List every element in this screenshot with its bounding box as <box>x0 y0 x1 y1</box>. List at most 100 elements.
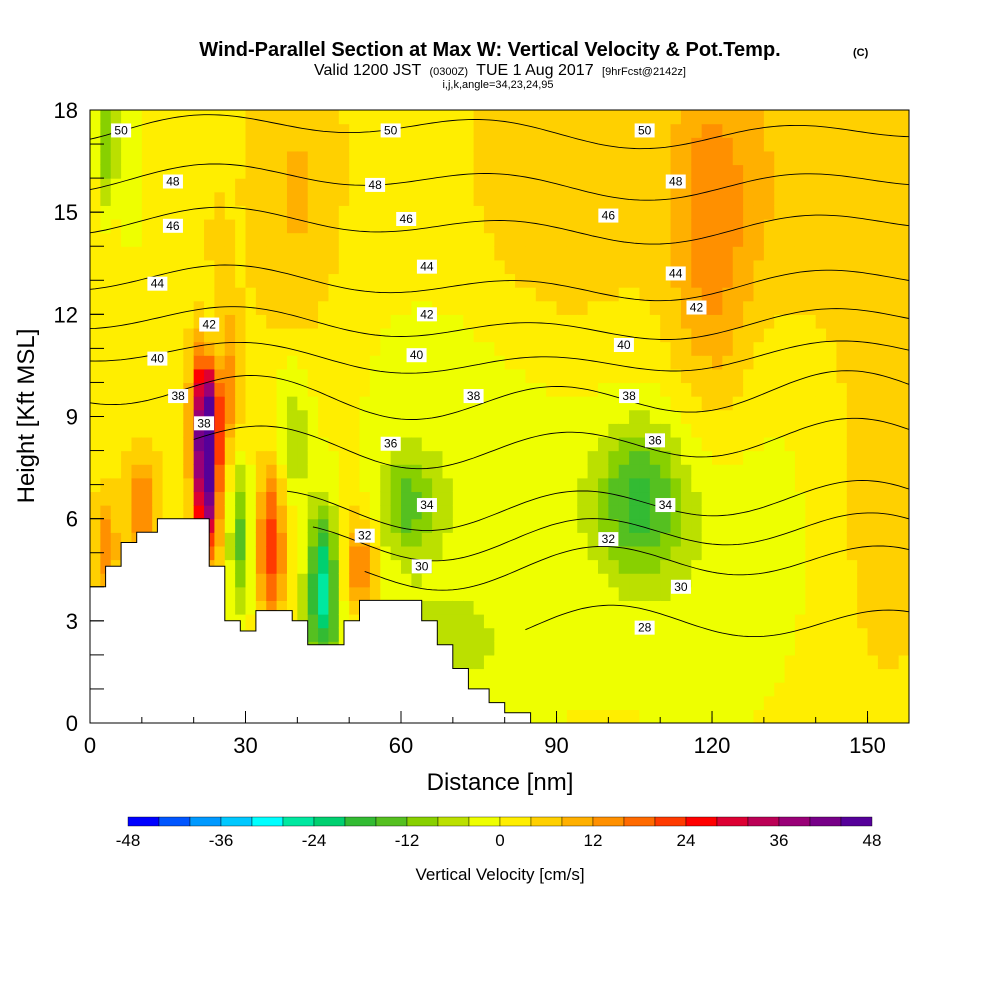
w-cell <box>566 232 578 247</box>
w-cell <box>867 137 879 152</box>
w-cell <box>577 695 589 710</box>
w-cell <box>442 368 454 384</box>
w-cell <box>131 382 143 397</box>
w-cell <box>701 477 713 493</box>
w-cell <box>183 232 195 247</box>
w-cell <box>784 246 796 261</box>
w-cell <box>826 627 838 642</box>
w-cell <box>877 232 889 247</box>
w-cell <box>442 246 454 261</box>
w-cell <box>546 396 558 411</box>
w-cell <box>421 273 433 288</box>
w-cell <box>162 464 174 479</box>
w-cell <box>297 505 309 520</box>
w-cell <box>784 423 796 438</box>
w-cell <box>608 409 620 424</box>
w-cell <box>235 137 247 152</box>
w-cell <box>763 464 775 479</box>
w-cell <box>815 695 827 710</box>
w-cell <box>805 123 817 138</box>
w-cell <box>411 464 423 479</box>
w-cell <box>753 287 765 302</box>
w-cell <box>680 123 692 138</box>
w-cell <box>369 218 381 234</box>
w-cell <box>359 205 371 220</box>
w-cell <box>483 341 495 356</box>
w-cell <box>660 518 672 533</box>
w-cell <box>618 654 630 670</box>
w-cell <box>608 368 620 384</box>
colorbar-tick-label: -24 <box>302 831 327 850</box>
w-cell <box>349 409 361 424</box>
w-cell <box>670 545 682 561</box>
w-cell <box>732 382 744 397</box>
w-cell <box>660 505 672 520</box>
w-cell <box>504 477 516 493</box>
w-cell <box>328 586 340 601</box>
w-cell <box>743 641 755 656</box>
w-cell <box>452 491 464 506</box>
w-cell <box>629 654 641 670</box>
w-cell <box>245 150 257 166</box>
w-cell <box>494 314 506 329</box>
w-cell <box>266 150 278 166</box>
w-cell <box>877 327 889 343</box>
w-cell <box>380 259 392 275</box>
w-cell <box>566 573 578 588</box>
w-cell <box>877 518 889 533</box>
contour-label-extra-4-text: 38 <box>467 389 481 403</box>
w-cell <box>318 423 330 438</box>
w-cell <box>525 423 537 438</box>
w-cell <box>110 218 122 234</box>
w-cell <box>774 423 786 438</box>
w-cell <box>494 287 506 302</box>
w-cell <box>618 491 630 506</box>
w-cell <box>846 382 858 397</box>
w-cell <box>566 695 578 710</box>
w-cell <box>784 477 796 493</box>
w-cell <box>794 532 806 547</box>
w-cell <box>473 464 485 479</box>
w-cell <box>639 150 651 166</box>
w-cell <box>680 682 692 697</box>
w-cell <box>121 436 133 452</box>
w-cell <box>670 668 682 683</box>
w-cell <box>836 368 848 384</box>
w-cell <box>432 110 444 125</box>
w-cell <box>359 436 371 452</box>
w-cell <box>214 300 226 315</box>
w-cell <box>566 382 578 397</box>
w-cell <box>712 205 723 220</box>
w-cell <box>525 409 537 424</box>
colorbar-swatch <box>561 816 594 827</box>
w-cell <box>556 450 568 465</box>
w-cell <box>214 232 226 247</box>
w-cell <box>556 559 568 574</box>
w-cell <box>566 436 578 452</box>
w-cell <box>224 464 236 479</box>
w-cell <box>193 273 205 288</box>
w-cell <box>836 300 848 315</box>
w-cell <box>566 518 578 533</box>
w-cell <box>359 164 371 179</box>
w-cell <box>794 682 806 697</box>
w-cell <box>722 532 734 547</box>
w-cell <box>525 355 537 370</box>
w-cell <box>121 423 133 438</box>
w-cell <box>587 464 599 479</box>
w-cell <box>535 355 547 370</box>
w-cell <box>546 518 558 533</box>
w-cell <box>380 382 392 397</box>
w-cell <box>649 505 661 520</box>
w-cell <box>691 191 703 206</box>
w-cell <box>515 477 527 493</box>
w-cell <box>898 382 909 397</box>
w-cell <box>867 559 879 574</box>
w-cell <box>276 273 288 288</box>
w-cell <box>732 246 744 261</box>
w-cell <box>597 368 609 384</box>
w-cell <box>670 205 682 220</box>
w-cell <box>857 396 869 411</box>
w-cell <box>670 477 682 493</box>
w-cell <box>701 110 713 125</box>
